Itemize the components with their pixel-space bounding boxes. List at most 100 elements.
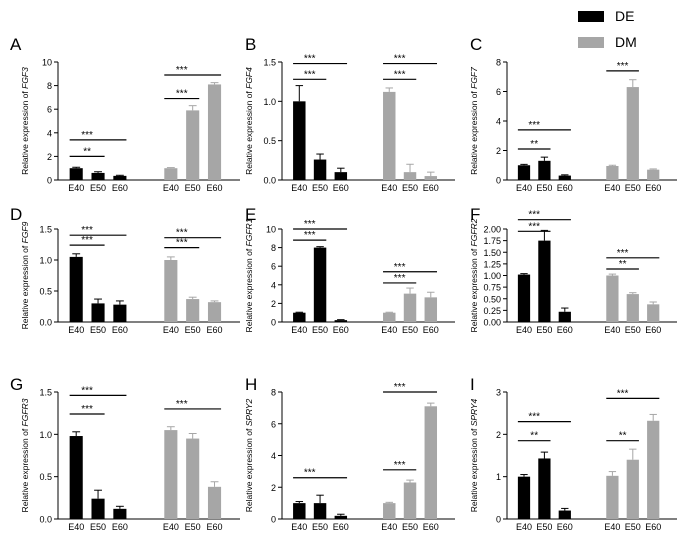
y-axis-label-prefix: Relative expression of	[469, 89, 479, 175]
y-tick-label: 8	[47, 81, 52, 91]
y-tick-label: 8	[496, 58, 501, 68]
panel-letter: A	[10, 35, 22, 54]
x-tick-label: E40	[68, 325, 84, 335]
x-tick-label: E60	[112, 325, 128, 335]
y-tick-label: 0.50	[483, 294, 501, 304]
significance-label: ***	[176, 228, 188, 239]
x-tick-label: E40	[604, 522, 620, 532]
significance-label: ***	[394, 382, 406, 393]
y-tick-label: 0.5	[263, 136, 276, 146]
y-tick-label: 0.0	[263, 176, 276, 186]
bar-de-e40	[293, 101, 306, 180]
significance-label: ***	[528, 412, 540, 423]
bar-dm-e40	[164, 260, 178, 322]
bar-de-e40	[517, 476, 531, 519]
significance-label: ***	[617, 61, 629, 72]
x-tick-label: E60	[645, 522, 661, 532]
bar-de-e60	[113, 304, 127, 322]
x-tick-label: E40	[381, 183, 397, 193]
y-tick-label: 0.00	[483, 318, 501, 328]
y-axis-label-gene: FGF9	[20, 221, 30, 243]
significance-label: **	[619, 259, 627, 270]
x-tick-label: E60	[207, 183, 223, 193]
y-tick-label: 6	[496, 87, 501, 97]
bar-de-e40	[293, 503, 306, 519]
x-tick-label: E50	[536, 183, 552, 193]
y-axis-label-prefix: Relative expression of	[20, 426, 30, 512]
x-tick-label: E50	[625, 183, 641, 193]
y-tick-label: 0.5	[39, 472, 52, 482]
x-tick-label: E40	[291, 325, 307, 335]
y-tick-label: 0	[496, 176, 501, 186]
y-tick-label: 1.0	[39, 256, 52, 266]
x-tick-label: E60	[423, 522, 439, 532]
x-tick-label: E50	[312, 522, 328, 532]
bar-de-e60	[558, 510, 571, 519]
bar-dm-e60	[207, 302, 222, 322]
y-tick-label: 1.5	[39, 225, 52, 235]
significance-label: ***	[176, 89, 188, 100]
y-axis-label: Relative expression of FGF3	[20, 67, 30, 175]
y-axis-label: Relative expression of FGFR3	[20, 398, 30, 512]
legend-label-de: DE	[615, 8, 634, 24]
bar-dm-e40	[383, 91, 396, 180]
y-tick-label: 0	[271, 318, 276, 328]
bar-de-e60	[113, 175, 127, 180]
x-tick-label: E50	[90, 325, 106, 335]
significance-label: ***	[304, 219, 316, 230]
significance-label: ***	[176, 399, 188, 410]
significance-label: ***	[81, 130, 93, 141]
y-tick-label: 2.00	[483, 225, 501, 235]
x-tick-label: E60	[645, 325, 661, 335]
y-tick-label: 1.75	[483, 236, 501, 246]
y-tick-label: 1.5	[263, 58, 276, 68]
significance-label: **	[530, 431, 538, 442]
significance-label: **	[530, 139, 538, 150]
y-tick-label: 6	[271, 419, 276, 429]
bar-dm-e50	[626, 459, 639, 519]
bar-de-e50	[91, 498, 105, 519]
y-tick-label: 1.50	[483, 248, 501, 258]
bar-dm-e50	[186, 299, 200, 322]
y-tick-label: 4	[47, 128, 52, 138]
panel-letter: E	[245, 205, 256, 224]
y-tick-label: 0	[271, 515, 276, 525]
y-tick-label: 2	[496, 146, 501, 156]
y-tick-label: 0.75	[483, 283, 501, 293]
bar-dm-e40	[606, 275, 619, 322]
significance-label: ***	[394, 69, 406, 80]
x-tick-label: E40	[604, 183, 620, 193]
bar-de-e40	[517, 165, 531, 180]
bar-dm-e40	[164, 168, 178, 180]
significance-label: ***	[394, 54, 406, 65]
y-tick-label: 1.5	[39, 388, 52, 398]
bar-dm-e60	[207, 486, 222, 519]
panel-letter: C	[470, 35, 482, 54]
y-tick-label: 4	[496, 117, 501, 127]
significance-label: ***	[617, 388, 629, 399]
y-tick-label: 1.25	[483, 259, 501, 269]
panel-i: I Relative expression of SPRY4 0 1 2 3 E40 E50 E…	[469, 375, 677, 532]
bar-dm-e50	[186, 438, 200, 519]
x-tick-label: E50	[90, 183, 106, 193]
x-tick-label: E60	[557, 325, 573, 335]
bar-de-e40	[69, 168, 83, 180]
y-axis-label-gene: FGFR3	[20, 398, 30, 426]
panel-g: G Relative expression of FGFR3 0.0 0.5 1.0 1.…	[10, 375, 240, 532]
panel-a: A Relative expression of FGF3 0 2 4 6 8 10 E40 E5…	[10, 35, 240, 193]
x-tick-label: E40	[516, 522, 532, 532]
y-axis-label-gene: FGF3	[20, 67, 30, 89]
x-tick-label: E50	[402, 183, 418, 193]
significance-label: ***	[394, 460, 406, 471]
legend: DE DM	[578, 8, 637, 50]
y-tick-label: 2	[271, 483, 276, 493]
bar-dm-e50	[403, 482, 417, 519]
y-axis-label-prefix: Relative expression of	[244, 89, 254, 175]
bar-de-e40	[517, 274, 531, 322]
x-tick-label: E40	[163, 183, 179, 193]
bar-dm-e40	[606, 165, 619, 180]
